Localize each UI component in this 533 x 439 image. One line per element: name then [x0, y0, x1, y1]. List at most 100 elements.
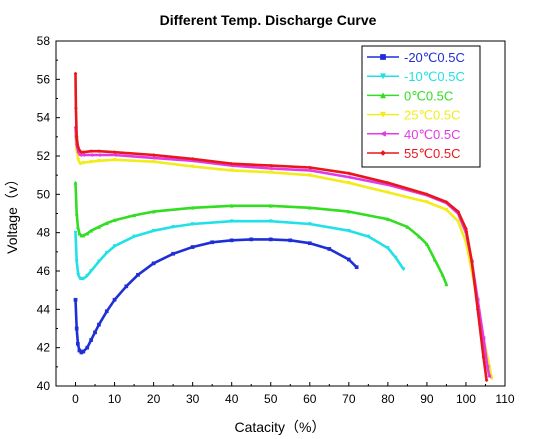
- data-point: [104, 250, 109, 255]
- data-point: [229, 168, 234, 173]
- data-point: [93, 330, 97, 335]
- data-point: [76, 341, 80, 346]
- data-point: [112, 150, 117, 155]
- plot-series-group: [73, 71, 494, 383]
- data-point: [112, 153, 117, 158]
- data-point: [89, 228, 94, 233]
- data-point: [469, 259, 474, 264]
- data-point: [307, 241, 312, 246]
- data-point: [327, 247, 332, 251]
- data-point: [96, 158, 101, 163]
- data-point: [81, 276, 86, 281]
- data-point: [229, 203, 234, 208]
- data-point: [385, 246, 390, 251]
- series-group: [73, 134, 494, 381]
- data-point: [89, 159, 94, 164]
- data-point: [88, 153, 93, 158]
- data-point: [74, 259, 79, 264]
- data-point: [307, 205, 312, 210]
- legend-label: -10℃0.5C: [404, 69, 465, 84]
- x-tick-label: 30: [186, 392, 200, 406]
- data-point: [268, 170, 273, 175]
- data-point: [288, 238, 293, 243]
- data-point: [475, 307, 480, 312]
- data-point: [171, 251, 175, 256]
- data-point: [393, 255, 398, 260]
- data-point: [77, 231, 82, 236]
- legend-label: 40℃0.5C: [404, 127, 461, 142]
- data-point: [190, 245, 195, 249]
- legend: -20℃0.5C -10℃0.5C 0℃0.5C 25℃0.5C 40℃0.5C 55℃0…: [361, 45, 481, 168]
- data-point: [151, 209, 156, 214]
- x-tick-label: 20: [147, 392, 161, 406]
- data-point: [464, 226, 468, 231]
- data-point: [73, 180, 78, 185]
- data-point: [346, 171, 351, 176]
- data-point: [229, 161, 234, 166]
- y-tick-label: 58: [37, 34, 51, 48]
- data-point: [151, 228, 156, 233]
- data-point: [151, 155, 156, 160]
- data-point: [112, 218, 117, 223]
- data-point: [456, 209, 461, 214]
- data-point: [307, 173, 312, 178]
- data-point: [97, 322, 101, 327]
- data-point: [405, 224, 410, 229]
- data-point: [85, 273, 90, 278]
- data-point: [444, 207, 449, 212]
- data-point: [268, 237, 273, 242]
- data-point: [75, 224, 80, 229]
- data-point: [85, 345, 90, 350]
- y-tick-label: 40: [37, 379, 51, 393]
- x-axis-label: Catacity（%）: [234, 419, 325, 435]
- data-point: [89, 269, 94, 274]
- data-point: [481, 336, 486, 341]
- data-point: [346, 209, 351, 214]
- y-tick-label: 54: [37, 111, 51, 125]
- data-point: [385, 217, 390, 222]
- data-point: [104, 309, 109, 314]
- data-point: [81, 349, 86, 354]
- data-point: [81, 153, 86, 158]
- legend-swatch-marker: [379, 130, 386, 137]
- data-point: [424, 242, 429, 247]
- data-point: [78, 276, 83, 281]
- data-point: [151, 159, 156, 164]
- legend-swatch-marker: [380, 54, 386, 60]
- data-point: [346, 257, 351, 262]
- series-line: [74, 238, 358, 354]
- data-point: [96, 259, 101, 264]
- data-point: [346, 175, 351, 180]
- chart-title: Different Temp. Discharge Curve: [160, 12, 377, 28]
- data-point: [444, 282, 449, 287]
- data-point: [132, 213, 137, 218]
- data-point: [385, 190, 390, 195]
- legend-swatch-marker: [379, 73, 387, 80]
- data-point: [432, 257, 437, 262]
- x-tick-label: 100: [456, 392, 476, 406]
- data-point: [78, 161, 83, 166]
- series-line: [74, 135, 494, 380]
- data-point: [73, 297, 78, 302]
- x-tick-label: 50: [264, 392, 278, 406]
- x-tick-label: 10: [108, 392, 122, 406]
- data-point: [136, 272, 140, 277]
- data-point: [385, 180, 390, 185]
- y-axis-ticks: 40 42 44 46 48 50 52 54 56 58: [37, 34, 60, 393]
- data-point: [104, 220, 109, 225]
- data-point: [190, 164, 195, 169]
- data-point: [73, 71, 78, 76]
- series-line: [74, 181, 448, 286]
- data-point: [307, 165, 312, 170]
- data-point: [444, 200, 449, 204]
- legend-label: 25℃0.5C: [404, 108, 461, 123]
- data-point: [73, 106, 78, 111]
- data-point: [354, 265, 359, 270]
- y-tick-label: 44: [37, 302, 51, 316]
- x-tick-label: 110: [495, 392, 514, 406]
- x-tick-label: 80: [381, 392, 395, 406]
- x-tick-label: 70: [342, 392, 356, 406]
- legend-label: 0℃0.5C: [404, 88, 453, 103]
- data-point: [268, 163, 273, 168]
